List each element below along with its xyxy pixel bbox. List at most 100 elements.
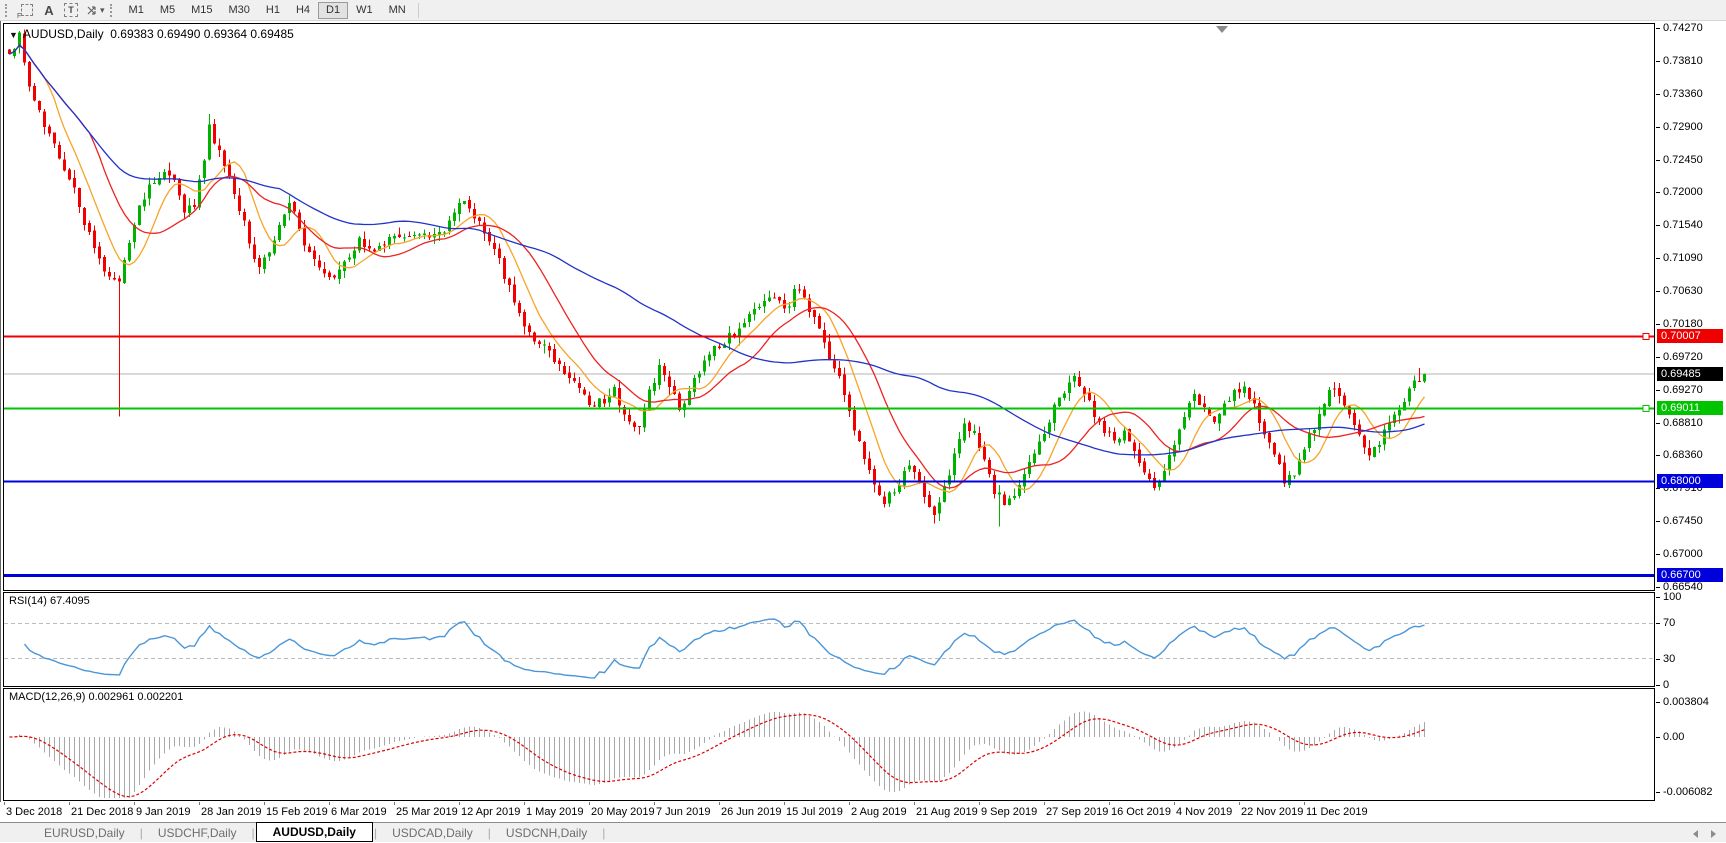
price-axis-label-tick bbox=[1656, 488, 1660, 489]
rsi-panel[interactable] bbox=[3, 592, 1655, 687]
date-label: 27 Sep 2019 bbox=[1046, 806, 1109, 818]
tab-scroll-left-icon[interactable] bbox=[1693, 830, 1698, 838]
toolbar-grip-icon[interactable] bbox=[5, 3, 11, 17]
symbol-dropdown-icon[interactable]: ▼ bbox=[9, 30, 18, 40]
price-axis-label-tick bbox=[1656, 423, 1660, 424]
date-label: 1 May 2019 bbox=[526, 806, 584, 818]
tab-usdcnh[interactable]: USDCNH,Daily bbox=[505, 825, 588, 840]
price-axis-label: 0.73360 bbox=[1663, 88, 1703, 100]
macd-signal-line bbox=[9, 713, 1425, 798]
price-axis-label-tick bbox=[1656, 61, 1660, 62]
arrow-styles-icon bbox=[87, 5, 96, 15]
timeframe-m15[interactable]: M15 bbox=[183, 2, 220, 19]
date-tick bbox=[459, 802, 460, 805]
date-label: 21 Aug 2019 bbox=[916, 806, 978, 818]
chart-tab-bar: EURUSD,Daily | USDCHF,Daily | AUDUSD,Daily | U… bbox=[0, 821, 1726, 843]
price-badge-0.69011: 0.69011 bbox=[1657, 401, 1723, 415]
toolbar-separator bbox=[417, 2, 419, 18]
timeframe-m1[interactable]: M1 bbox=[121, 2, 152, 19]
date-tick bbox=[1304, 802, 1305, 805]
moving-average-8 bbox=[9, 44, 1426, 493]
date-label: 15 Jul 2019 bbox=[786, 806, 843, 818]
timeframe-h1[interactable]: H1 bbox=[258, 2, 288, 19]
candlestick-chart[interactable] bbox=[4, 24, 1654, 590]
timeframe-w1[interactable]: W1 bbox=[348, 2, 381, 19]
tab-eurusd[interactable]: EURUSD,Daily bbox=[44, 825, 125, 840]
text-tool-button[interactable]: T bbox=[60, 1, 82, 20]
date-label: 9 Jan 2019 bbox=[136, 806, 191, 818]
macd-chart[interactable] bbox=[4, 689, 1654, 800]
price-axis-label: 0.73810 bbox=[1663, 55, 1703, 67]
chart-tabs: EURUSD,Daily | USDCHF,Daily | AUDUSD,Daily | U… bbox=[30, 821, 606, 843]
price-axis-label: 0.68810 bbox=[1663, 417, 1703, 429]
price-axis-label-tick bbox=[1656, 587, 1660, 588]
timeframe-h4[interactable]: H4 bbox=[288, 2, 318, 19]
chart-shift-marker[interactable] bbox=[1216, 26, 1228, 33]
tab-usdcad[interactable]: USDCAD,Daily bbox=[392, 825, 473, 840]
rsi-chart[interactable] bbox=[4, 593, 1654, 686]
tab-audusd[interactable]: AUDUSD,Daily bbox=[255, 821, 373, 842]
date-tick bbox=[654, 802, 655, 805]
date-label: 16 Oct 2019 bbox=[1111, 806, 1171, 818]
hline-0.70007[interactable] bbox=[4, 332, 1654, 340]
date-tick bbox=[849, 802, 850, 805]
price-axis-label-tick bbox=[1656, 357, 1660, 358]
date-tick bbox=[1174, 802, 1175, 805]
date-tick bbox=[979, 802, 980, 805]
timeframe-buttons: M1 M5 M15 M30 H1 H4 D1 W1 MN bbox=[121, 1, 414, 19]
crosshair-tool-button[interactable]: F bbox=[16, 1, 38, 20]
window-left-edge bbox=[0, 21, 1, 822]
timeframe-m5[interactable]: M5 bbox=[152, 2, 183, 19]
price-axis[interactable]: 0.74270 0.73810 0.73360 0.72900 0.72450 0.720… bbox=[1656, 0, 1726, 842]
ohlc-values: 0.69383 0.69490 0.69364 0.69485 bbox=[110, 27, 294, 41]
macd-axis-label-tick bbox=[1656, 702, 1660, 703]
date-label: 7 Jun 2019 bbox=[656, 806, 711, 818]
arrow-tool-icon: A bbox=[44, 2, 54, 18]
price-axis-label: 0.71540 bbox=[1663, 219, 1703, 231]
date-tick bbox=[394, 802, 395, 805]
price-badge-0.66700: 0.66700 bbox=[1657, 568, 1723, 582]
arrow-tool-button[interactable]: A bbox=[38, 1, 60, 20]
price-axis-label-tick bbox=[1656, 521, 1660, 522]
rsi-axis-label: 0 bbox=[1663, 679, 1670, 691]
moving-average-55 bbox=[9, 44, 1425, 456]
price-axis-label-tick bbox=[1656, 455, 1660, 456]
date-label: 25 Mar 2019 bbox=[396, 806, 458, 818]
price-axis-label-tick bbox=[1656, 390, 1660, 391]
date-tick bbox=[329, 802, 330, 805]
macd-panel[interactable] bbox=[3, 688, 1655, 801]
date-tick bbox=[264, 802, 265, 805]
price-axis-label: 0.69270 bbox=[1663, 384, 1703, 396]
macd-indicator-label: MACD(12,26,9) 0.002961 0.002201 bbox=[9, 691, 184, 703]
date-label: 11 Dec 2019 bbox=[1306, 806, 1368, 818]
tab-separator: | bbox=[251, 825, 255, 840]
price-axis-label-tick bbox=[1656, 225, 1660, 226]
price-axis-label: 0.67000 bbox=[1663, 548, 1703, 560]
price-axis-label: 0.68360 bbox=[1663, 449, 1703, 461]
hline-0.69011[interactable] bbox=[4, 404, 1654, 412]
macd-axis-label: 0.003804 bbox=[1663, 696, 1709, 708]
tab-scroll-right-icon[interactable] bbox=[1711, 830, 1716, 838]
date-tick bbox=[524, 802, 525, 805]
tab-usdchf[interactable]: USDCHF,Daily bbox=[157, 825, 237, 840]
price-axis-label-tick bbox=[1656, 94, 1660, 95]
date-label: 2 Aug 2019 bbox=[851, 806, 907, 818]
timeframe-mn[interactable]: MN bbox=[381, 2, 414, 19]
toolbar-grip-icon[interactable] bbox=[109, 3, 116, 17]
macd-axis-label-tick bbox=[1656, 737, 1660, 738]
arrow-styles-dropdown[interactable]: ▾ bbox=[82, 1, 108, 20]
timeframe-m30[interactable]: M30 bbox=[221, 2, 258, 19]
rsi-axis-label-tick bbox=[1656, 597, 1660, 598]
price-axis-label-tick bbox=[1656, 324, 1660, 325]
date-axis[interactable]: 3 Dec 2018 21 Dec 2018 9 Jan 2019 28 Jan 20… bbox=[0, 802, 1726, 822]
price-axis-label: 0.72900 bbox=[1663, 121, 1703, 133]
macd-axis-label: -0.006082 bbox=[1663, 786, 1713, 798]
price-axis-label: 0.67450 bbox=[1663, 515, 1703, 527]
price-chart-panel[interactable] bbox=[3, 23, 1655, 591]
price-axis-label-tick bbox=[1656, 258, 1660, 259]
price-axis-label-tick bbox=[1656, 291, 1660, 292]
rsi-axis-label-tick bbox=[1656, 659, 1660, 660]
date-tick bbox=[199, 802, 200, 805]
price-badge-0.68000: 0.68000 bbox=[1657, 474, 1723, 488]
timeframe-d1[interactable]: D1 bbox=[318, 1, 349, 19]
